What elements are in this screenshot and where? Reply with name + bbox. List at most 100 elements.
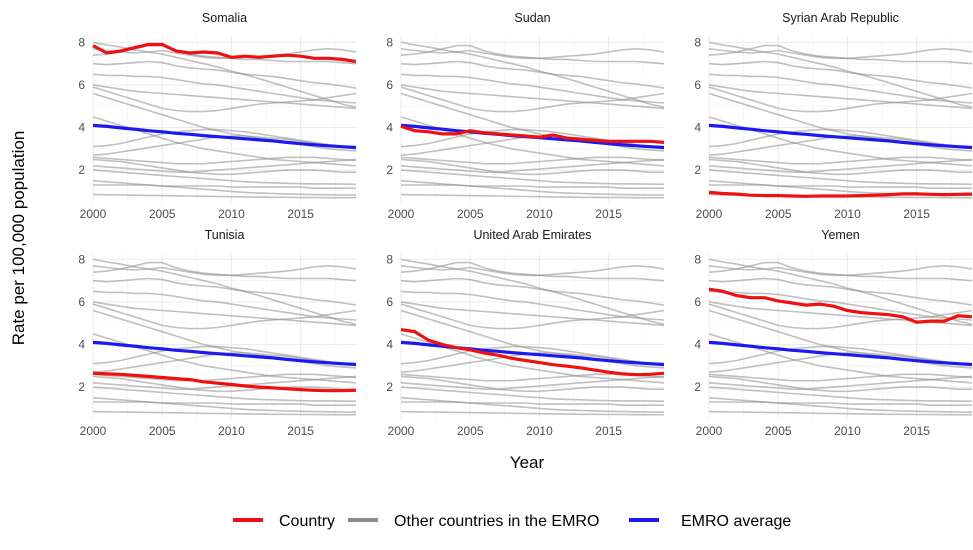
x-axis-title: Year [510, 453, 545, 472]
series-line-other-country [400, 92, 665, 152]
y-tick-label: 6 [78, 295, 85, 309]
y-tick-label: 6 [694, 78, 701, 92]
x-tick-label: 2000 [388, 424, 415, 438]
series-line-emro-average [92, 123, 357, 150]
series-line-country [92, 371, 357, 393]
series-line-other-country [708, 375, 972, 393]
y-tick-label: 6 [694, 295, 701, 309]
series-line-other-country [93, 401, 356, 406]
y-tick-label: 4 [78, 121, 85, 135]
series-line-other-country [400, 261, 665, 282]
series-line-other-country [92, 373, 357, 382]
x-tick-label: 2005 [457, 424, 484, 438]
series-line-other-country [92, 128, 357, 150]
series-line-other-country [708, 261, 973, 282]
series-line-other-country [400, 169, 665, 186]
series-line-other-country [92, 410, 356, 416]
series-line-other-country [400, 375, 665, 390]
series-line-other-country [92, 375, 356, 393]
series-line-emro-average [92, 340, 357, 367]
series-line-other-country [708, 156, 973, 165]
series-line-other-country [92, 179, 357, 196]
x-tick-label: 2010 [218, 424, 245, 438]
legend-label: EMRO average [681, 513, 791, 530]
y-tick-label: 4 [386, 338, 393, 352]
series-line-other-country [92, 396, 357, 413]
series-line-other-country [401, 184, 664, 189]
x-tick-label: 2000 [80, 424, 107, 438]
series-line-other-country [92, 41, 357, 109]
x-tick-label: 2015 [903, 207, 930, 221]
series-line-country [708, 287, 973, 324]
y-tick-label: 8 [694, 252, 701, 266]
y-tick-label: 8 [78, 252, 85, 266]
panel-title: Somalia [202, 11, 247, 25]
x-tick-label: 2015 [903, 424, 930, 438]
x-tick-label: 2000 [80, 207, 107, 221]
x-tick-label: 2000 [696, 424, 723, 438]
series-line-other-country [708, 169, 973, 186]
series-line-other-country [708, 264, 973, 277]
series-line-other-country [400, 158, 664, 176]
series-line-other-country [92, 193, 356, 199]
x-tick-label: 2015 [595, 424, 622, 438]
series-line-other-country [708, 47, 973, 60]
y-tick-label: 2 [386, 163, 393, 177]
series-line-other-country [708, 277, 973, 306]
series-line-country [400, 328, 665, 377]
y-tick-label: 8 [694, 35, 701, 49]
x-tick-label: 2015 [287, 424, 314, 438]
panel-title: Sudan [514, 11, 550, 25]
series-line-other-country [92, 264, 357, 277]
series-line-other-country [708, 375, 973, 390]
series-line-other-country [400, 60, 665, 89]
series-line-other-country [708, 373, 973, 382]
series-line-other-country [400, 386, 665, 403]
series-line-other-country [400, 156, 665, 165]
series-line-other-country [400, 410, 664, 416]
x-tick-label: 2010 [526, 207, 553, 221]
series-line-other-country [708, 128, 973, 150]
x-tick-label: 2010 [834, 424, 861, 438]
series-line-other-country [92, 84, 357, 110]
panel-title: United Arab Emirates [473, 228, 591, 242]
series-line-other-country [708, 86, 973, 113]
chart-legend: Country Other countries in the EMRO EMRO a… [233, 513, 791, 530]
series-line-other-country [400, 86, 665, 113]
x-tick-label: 2000 [696, 207, 723, 221]
series-line-other-country [401, 401, 664, 406]
series-line-other-country [400, 264, 665, 277]
series-line-other-country [92, 375, 357, 390]
series-line-other-country [708, 345, 973, 367]
series-line-other-country [708, 386, 973, 403]
y-tick-label: 2 [694, 380, 701, 394]
y-tick-label: 4 [78, 338, 85, 352]
series-line-other-country [400, 44, 665, 65]
y-tick-label: 4 [386, 121, 393, 135]
y-tick-label: 2 [386, 380, 393, 394]
legend-label: Country [279, 513, 335, 530]
y-tick-label: 6 [386, 295, 393, 309]
y-tick-label: 2 [78, 163, 85, 177]
series-line-other-country [400, 301, 665, 327]
x-tick-label: 2015 [287, 207, 314, 221]
series-line-other-country [92, 309, 357, 369]
series-line-other-country [92, 301, 357, 327]
x-tick-label: 2015 [595, 207, 622, 221]
x-tick-label: 2005 [149, 207, 176, 221]
series-line-other-country [400, 345, 665, 367]
y-tick-label: 8 [78, 35, 85, 49]
x-tick-label: 2005 [457, 207, 484, 221]
series-line-other-country [92, 261, 357, 282]
series-line-other-country [400, 158, 665, 173]
series-line-other-country [400, 193, 664, 199]
series-line-other-country [708, 309, 973, 369]
panel-sudan: Sudan 2000 2005 2010 2015 2 4 6 8 [386, 11, 665, 221]
series-line-other-country [400, 84, 665, 110]
x-tick-label: 2010 [526, 424, 553, 438]
series-line-emro-average [708, 123, 973, 150]
series-line-other-country [92, 386, 357, 403]
y-tick-label: 2 [78, 380, 85, 394]
series-line-other-country [92, 86, 357, 113]
series-line-other-country [92, 158, 357, 173]
